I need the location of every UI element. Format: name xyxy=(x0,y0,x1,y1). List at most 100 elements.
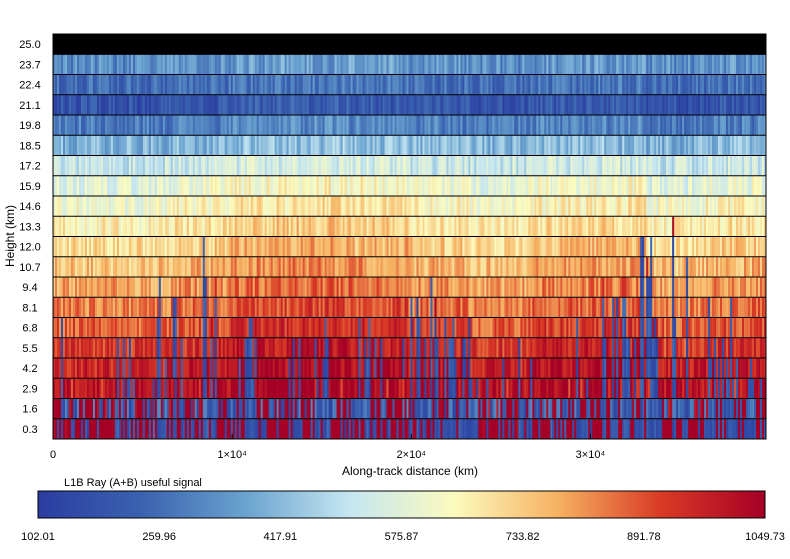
heatmap-cell xyxy=(198,256,202,278)
heatmap-cell xyxy=(336,196,340,217)
heatmap-cell xyxy=(430,34,434,55)
heatmap-cell xyxy=(278,317,282,339)
heatmap-cell xyxy=(136,398,140,420)
heatmap-cell xyxy=(64,115,68,136)
heatmap-cell xyxy=(542,175,545,197)
heatmap-cell xyxy=(212,256,216,278)
heatmap-cell xyxy=(160,317,164,339)
heatmap-cell xyxy=(172,115,176,136)
heatmap-cell xyxy=(492,297,495,318)
heatmap-cell xyxy=(446,418,450,439)
heatmap-cell xyxy=(90,277,94,298)
heatmap-cell xyxy=(398,297,402,318)
heatmap-cell xyxy=(364,216,368,237)
heatmap-cell xyxy=(186,135,190,156)
heatmap-cell xyxy=(134,358,138,379)
heatmap-cell xyxy=(450,34,454,55)
heatmap-cell xyxy=(118,337,122,359)
heatmap-cell xyxy=(174,94,178,116)
heatmap-cell xyxy=(276,398,280,420)
heatmap-cell xyxy=(466,135,470,156)
heatmap-cell xyxy=(232,216,236,237)
heatmap-cell xyxy=(434,74,438,96)
heatmap-cell xyxy=(530,196,533,217)
heatmap-cell xyxy=(380,196,384,217)
heatmap-cell xyxy=(442,54,446,75)
heatmap-cell xyxy=(474,398,478,420)
heatmap-cell xyxy=(544,277,547,298)
heatmap-cell xyxy=(266,94,270,116)
heatmap-cell xyxy=(402,115,406,136)
heatmap-cell xyxy=(480,175,483,197)
heatmap-cell xyxy=(158,297,162,318)
heatmap-cell xyxy=(192,256,196,278)
heatmap-cell xyxy=(142,297,146,318)
heatmap-cell xyxy=(430,317,434,339)
heatmap-cell xyxy=(366,135,370,156)
heatmap-cell xyxy=(220,34,224,55)
heatmap-cell xyxy=(254,155,258,177)
heatmap-cell xyxy=(390,34,394,55)
heatmap-cell xyxy=(204,337,208,359)
heatmap-cell xyxy=(482,378,485,399)
heatmap-cell xyxy=(294,94,298,116)
heatmap-cell xyxy=(202,277,206,298)
heatmap-cell xyxy=(446,54,450,75)
heatmap-cell xyxy=(172,236,176,258)
heatmap-cell xyxy=(398,398,402,420)
heatmap-cell xyxy=(240,94,244,116)
heatmap-cell xyxy=(110,196,114,217)
heatmap-cell xyxy=(226,378,230,399)
heatmap-cell xyxy=(236,54,240,75)
heatmap-cell xyxy=(394,115,398,136)
heatmap-cell xyxy=(166,378,170,399)
heatmap-cell xyxy=(270,277,274,298)
heatmap-cell xyxy=(180,256,184,278)
heatmap-cell xyxy=(502,196,505,217)
heatmap-cell xyxy=(170,277,174,298)
heatmap-cell xyxy=(354,94,358,116)
heatmap-cell xyxy=(240,297,244,318)
heatmap-cell xyxy=(278,94,282,116)
heatmap-cell xyxy=(298,277,302,298)
heatmap-cell xyxy=(404,277,408,298)
heatmap-cell xyxy=(508,34,511,55)
heatmap-cell xyxy=(362,277,366,298)
heatmap-cell xyxy=(164,236,168,258)
heatmap-cell xyxy=(434,216,438,237)
heatmap-cell xyxy=(288,54,292,75)
heatmap-cell xyxy=(330,297,334,318)
heatmap-cell xyxy=(94,236,98,258)
heatmap-cell xyxy=(150,256,154,278)
heatmap-cell xyxy=(336,135,340,156)
heatmap-cell xyxy=(260,297,264,318)
heatmap-cell xyxy=(64,297,68,318)
heatmap-cell xyxy=(416,418,420,439)
heatmap-cell xyxy=(176,155,180,177)
heatmap-cell xyxy=(464,236,468,258)
heatmap-cell xyxy=(84,94,88,116)
heatmap-cell xyxy=(140,378,144,399)
heatmap-cell xyxy=(226,196,230,217)
heatmap-cell xyxy=(290,115,294,136)
heatmap-cell xyxy=(140,216,144,237)
heatmap-cell xyxy=(518,236,521,258)
heatmap-cell xyxy=(378,337,382,359)
heatmap-cell xyxy=(462,398,466,420)
heatmap-cell xyxy=(356,277,360,298)
heatmap-cell xyxy=(416,135,420,156)
heatmap-cell xyxy=(210,135,214,156)
heatmap-cell xyxy=(310,256,314,278)
heatmap-cell xyxy=(174,418,178,439)
heatmap-cell xyxy=(288,216,292,237)
heatmap-cell xyxy=(314,216,318,237)
heatmap-cell xyxy=(420,378,424,399)
heatmap-cell xyxy=(114,317,118,339)
heatmap-cell xyxy=(314,135,318,156)
heatmap-cell xyxy=(78,398,82,420)
heatmap-cell xyxy=(408,196,412,217)
heatmap-cell xyxy=(444,54,448,75)
heatmap-cell xyxy=(508,175,511,197)
heatmap-cell xyxy=(314,236,318,258)
heatmap-cell xyxy=(150,94,154,116)
